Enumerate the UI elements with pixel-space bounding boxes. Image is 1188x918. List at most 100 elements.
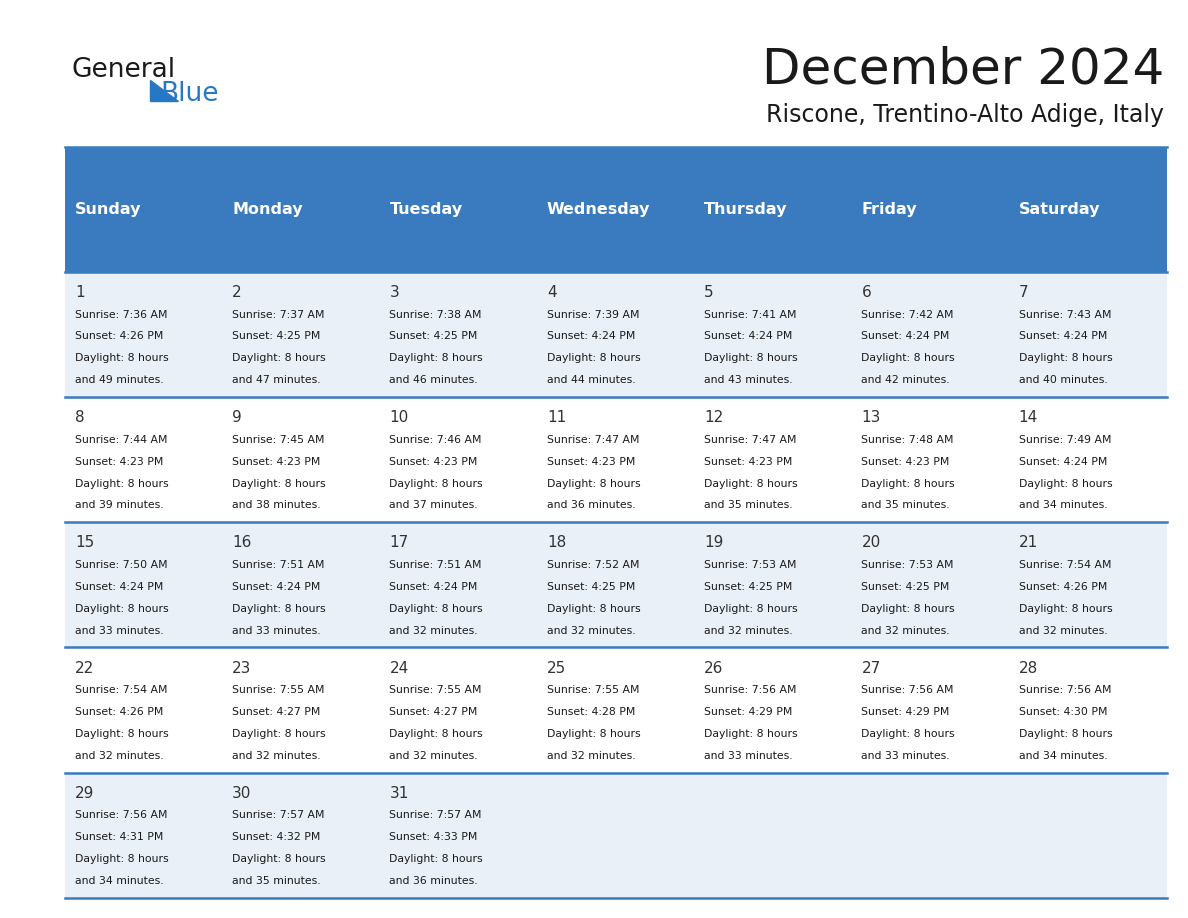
Bar [65, 397, 1167, 522]
Text: Sunset: 4:24 PM: Sunset: 4:24 PM [390, 582, 478, 592]
Text: Sunrise: 7:51 AM: Sunrise: 7:51 AM [390, 560, 482, 570]
Bar [537, 147, 695, 272]
Text: Sunset: 4:27 PM: Sunset: 4:27 PM [390, 707, 478, 717]
Text: and 44 minutes.: and 44 minutes. [546, 375, 636, 386]
Text: December 2024: December 2024 [762, 46, 1164, 94]
Text: Daylight: 8 hours: Daylight: 8 hours [861, 478, 955, 488]
Bar [852, 147, 1010, 272]
Text: Sunrise: 7:38 AM: Sunrise: 7:38 AM [390, 309, 482, 319]
Text: Sunset: 4:24 PM: Sunset: 4:24 PM [704, 331, 792, 341]
Text: Daylight: 8 hours: Daylight: 8 hours [546, 604, 640, 614]
Text: Daylight: 8 hours: Daylight: 8 hours [390, 478, 484, 488]
Text: 24: 24 [390, 661, 409, 676]
Text: Sunset: 4:23 PM: Sunset: 4:23 PM [546, 456, 636, 466]
Text: and 32 minutes.: and 32 minutes. [861, 625, 950, 635]
Text: 26: 26 [704, 661, 723, 676]
Text: Sunset: 4:23 PM: Sunset: 4:23 PM [704, 456, 792, 466]
Text: 18: 18 [546, 535, 565, 551]
Text: Sunset: 4:24 PM: Sunset: 4:24 PM [232, 582, 321, 592]
Text: General: General [71, 57, 176, 83]
Text: Sunrise: 7:37 AM: Sunrise: 7:37 AM [232, 309, 324, 319]
Text: Sunrise: 7:53 AM: Sunrise: 7:53 AM [861, 560, 954, 570]
Bar [222, 147, 380, 272]
Text: Sunrise: 7:45 AM: Sunrise: 7:45 AM [232, 435, 324, 444]
Text: and 35 minutes.: and 35 minutes. [861, 500, 950, 510]
Text: Sunset: 4:24 PM: Sunset: 4:24 PM [75, 582, 163, 592]
Text: Sunrise: 7:54 AM: Sunrise: 7:54 AM [1019, 560, 1111, 570]
Text: Sunrise: 7:47 AM: Sunrise: 7:47 AM [546, 435, 639, 444]
Text: and 37 minutes.: and 37 minutes. [390, 500, 478, 510]
Text: Sunrise: 7:51 AM: Sunrise: 7:51 AM [232, 560, 324, 570]
Text: Friday: Friday [861, 202, 917, 217]
Text: Sunset: 4:24 PM: Sunset: 4:24 PM [1019, 331, 1107, 341]
Text: Sunset: 4:32 PM: Sunset: 4:32 PM [232, 832, 321, 842]
Text: Sunrise: 7:55 AM: Sunrise: 7:55 AM [390, 685, 482, 695]
Text: Daylight: 8 hours: Daylight: 8 hours [546, 729, 640, 739]
Text: and 33 minutes.: and 33 minutes. [232, 625, 321, 635]
Text: Tuesday: Tuesday [390, 202, 462, 217]
Text: 22: 22 [75, 661, 94, 676]
Text: and 43 minutes.: and 43 minutes. [704, 375, 792, 386]
Text: Sunset: 4:26 PM: Sunset: 4:26 PM [75, 331, 163, 341]
Text: 1: 1 [75, 285, 84, 300]
Text: and 35 minutes.: and 35 minutes. [704, 500, 792, 510]
Text: Sunrise: 7:56 AM: Sunrise: 7:56 AM [704, 685, 797, 695]
Text: Daylight: 8 hours: Daylight: 8 hours [390, 854, 484, 864]
Text: Daylight: 8 hours: Daylight: 8 hours [861, 729, 955, 739]
Text: Blue: Blue [160, 82, 219, 107]
Text: Daylight: 8 hours: Daylight: 8 hours [546, 478, 640, 488]
Bar [65, 147, 222, 272]
Text: Monday: Monday [232, 202, 303, 217]
Bar [65, 647, 1167, 773]
Text: Daylight: 8 hours: Daylight: 8 hours [704, 604, 798, 614]
Text: Sunset: 4:28 PM: Sunset: 4:28 PM [546, 707, 636, 717]
Text: Sunset: 4:23 PM: Sunset: 4:23 PM [861, 456, 950, 466]
Polygon shape [150, 80, 178, 101]
Text: Daylight: 8 hours: Daylight: 8 hours [232, 854, 326, 864]
Text: Daylight: 8 hours: Daylight: 8 hours [75, 729, 169, 739]
Bar [65, 272, 1167, 397]
Text: and 36 minutes.: and 36 minutes. [546, 500, 636, 510]
Text: Sunrise: 7:55 AM: Sunrise: 7:55 AM [546, 685, 639, 695]
Text: Sunrise: 7:53 AM: Sunrise: 7:53 AM [704, 560, 797, 570]
Text: Sunset: 4:33 PM: Sunset: 4:33 PM [390, 832, 478, 842]
Text: Daylight: 8 hours: Daylight: 8 hours [704, 729, 798, 739]
Text: Sunset: 4:29 PM: Sunset: 4:29 PM [861, 707, 950, 717]
Text: 5: 5 [704, 285, 714, 300]
Text: Daylight: 8 hours: Daylight: 8 hours [861, 353, 955, 364]
Text: and 32 minutes.: and 32 minutes. [1019, 625, 1107, 635]
Text: Daylight: 8 hours: Daylight: 8 hours [390, 729, 484, 739]
Text: Sunset: 4:23 PM: Sunset: 4:23 PM [390, 456, 478, 466]
Text: Sunset: 4:27 PM: Sunset: 4:27 PM [232, 707, 321, 717]
Text: Sunrise: 7:54 AM: Sunrise: 7:54 AM [75, 685, 168, 695]
Text: Sunset: 4:25 PM: Sunset: 4:25 PM [546, 582, 636, 592]
Text: 13: 13 [861, 410, 880, 425]
Text: and 32 minutes.: and 32 minutes. [704, 625, 792, 635]
Text: Sunrise: 7:57 AM: Sunrise: 7:57 AM [390, 811, 482, 820]
Bar [1010, 147, 1167, 272]
Text: and 34 minutes.: and 34 minutes. [1019, 751, 1107, 761]
Text: Sunrise: 7:46 AM: Sunrise: 7:46 AM [390, 435, 482, 444]
Text: and 32 minutes.: and 32 minutes. [232, 751, 321, 761]
Text: Sunrise: 7:41 AM: Sunrise: 7:41 AM [704, 309, 797, 319]
Text: Sunrise: 7:57 AM: Sunrise: 7:57 AM [232, 811, 324, 820]
Text: Sunset: 4:24 PM: Sunset: 4:24 PM [546, 331, 636, 341]
Text: Sunrise: 7:56 AM: Sunrise: 7:56 AM [861, 685, 954, 695]
Text: and 42 minutes.: and 42 minutes. [861, 375, 950, 386]
Text: Sunset: 4:26 PM: Sunset: 4:26 PM [75, 707, 163, 717]
Bar [65, 522, 1167, 647]
Text: Daylight: 8 hours: Daylight: 8 hours [232, 478, 326, 488]
Text: Daylight: 8 hours: Daylight: 8 hours [75, 604, 169, 614]
Text: and 33 minutes.: and 33 minutes. [861, 751, 950, 761]
Text: 4: 4 [546, 285, 556, 300]
Text: Sunset: 4:25 PM: Sunset: 4:25 PM [390, 331, 478, 341]
Text: Sunrise: 7:55 AM: Sunrise: 7:55 AM [232, 685, 324, 695]
Text: Sunrise: 7:47 AM: Sunrise: 7:47 AM [704, 435, 797, 444]
Text: Daylight: 8 hours: Daylight: 8 hours [861, 604, 955, 614]
Text: 23: 23 [232, 661, 252, 676]
Text: 10: 10 [390, 410, 409, 425]
Text: 11: 11 [546, 410, 565, 425]
Text: 9: 9 [232, 410, 242, 425]
Text: and 34 minutes.: and 34 minutes. [1019, 500, 1107, 510]
Text: and 34 minutes.: and 34 minutes. [75, 876, 164, 886]
